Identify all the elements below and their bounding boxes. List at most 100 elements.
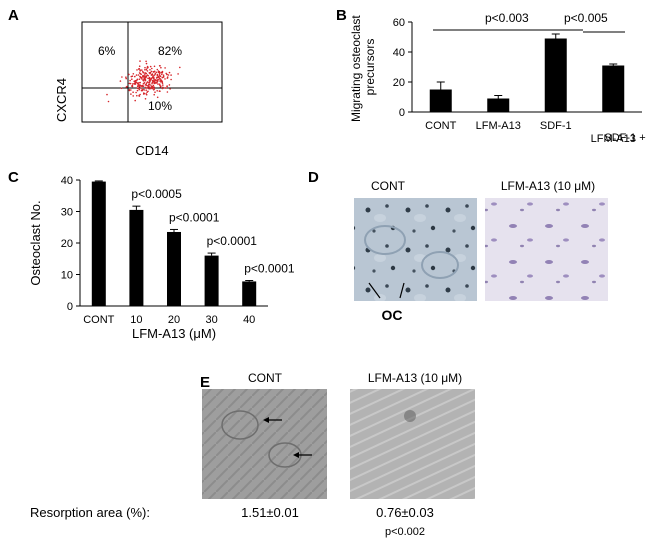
flow-dot [164,67,166,69]
resorption-spot [404,410,416,422]
flow-dot [144,86,147,89]
flow-dot [149,87,152,90]
flow-dot [136,89,139,92]
oc-arrow-2 [399,282,405,299]
bar [204,255,219,306]
resorption-p-value: p<0.002 [385,526,425,538]
flow-dot [139,81,141,84]
flow-dot [121,76,123,78]
oc-arrow-1 [368,282,381,299]
flow-dot [141,89,143,92]
x-tick-label: CONT [425,120,456,132]
flow-dot [157,83,159,85]
flow-dot [155,82,157,84]
flow-dot [132,83,134,85]
flow-dot [138,82,140,84]
flow-dot [159,75,162,78]
flow-dot [156,96,159,99]
flow-dot [145,62,148,65]
x-tick-label: LFM-A13 [476,120,521,132]
micrograph-d-lfm-image [485,198,608,301]
flow-dot [139,60,141,62]
flow-dot [156,90,158,92]
bar [242,281,257,306]
flow-dot [134,81,136,83]
bar [487,98,510,112]
flow-dot [145,76,147,79]
flow-dot [143,82,145,84]
flow-dot [160,81,162,83]
y-tick-label: 0 [399,107,405,119]
flow-dot [128,82,131,85]
flow-dot [143,77,145,79]
flow-dot [156,68,159,71]
flow-dot [158,70,161,73]
panel-e-title-lfm: LFM-A13 (10 μM) [368,371,462,385]
quadrant-ur-percent: 82% [158,44,182,58]
flow-dot [158,83,161,85]
chart-b-y-title: Migrating osteoclast precursors [349,12,377,122]
flow-dot [139,70,141,72]
flow-dot [151,82,153,85]
flow-dot [141,78,143,80]
panel-d-title-lfm: LFM-A13 (10 μM) [501,179,595,193]
panel-e-title-cont: CONT [248,371,283,385]
flow-dot [147,77,149,80]
flow-dot [169,88,171,90]
flow-dot [177,73,179,75]
flow-dot [154,91,156,93]
flow-dot [137,74,140,76]
flow-dot [166,73,168,76]
p-value-label: p<0.0001 [207,234,258,248]
p-value-sdf1-vs-combo: p<0.005 [564,11,608,25]
flow-cytometry-plot: 6% 82% 10% [81,21,223,123]
flow-dot [153,70,156,73]
micrograph-e-cont-image [202,389,327,499]
flow-dot [151,79,154,82]
bar [429,89,452,112]
flow-dot [136,78,139,81]
flow-dot [161,81,164,83]
flow-y-axis-label: CXCR4 [54,78,69,122]
flow-dot [142,75,145,77]
flow-dot [133,83,136,85]
flow-dot [145,68,148,71]
micrograph-e-lfm [350,389,475,499]
flow-dot [145,89,147,91]
flow-x-axis-label: CD14 [135,143,168,158]
flow-dot [136,69,138,71]
flow-dot [137,85,139,87]
micrograph-e-cont [202,389,327,499]
flow-dot [132,95,134,97]
x-tick-label: 40 [243,314,255,326]
flow-dot [170,78,172,81]
quadrant-ul-percent: 6% [98,44,116,58]
flow-dot [130,75,133,78]
flow-dot [162,86,164,89]
micrograph-d-cont-image [354,198,477,301]
flow-dot [131,85,133,87]
chart-c: Osteoclast No. LFM-A13 (μM) 0 10 20 30 40 CON… [28,175,295,341]
p-value-label: p<0.0005 [131,187,182,201]
flow-dot [137,87,140,90]
p-value-cont-vs-sdf1: p<0.003 [485,11,529,25]
resorption-pit-1 [221,410,259,440]
flow-dot [140,87,143,89]
flow-dot [166,91,169,93]
flow-dot [162,84,164,86]
bar [129,209,144,306]
flow-dot [106,93,108,96]
micrograph-e-lfm-image [350,389,475,499]
flow-dot [143,92,145,95]
flow-dot [162,74,165,76]
panel-letter-b: B [336,7,347,24]
panel-letter-c: C [8,169,19,186]
panel-d-title-cont: CONT [371,179,406,193]
flow-dot [159,80,161,82]
flow-dot [160,66,162,69]
flow-dot [130,89,132,91]
flow-dot [153,74,156,76]
resorption-value-cont: 1.51±0.01 [241,505,299,520]
micrograph-d-lfm [485,198,608,301]
flow-dot [130,93,132,95]
